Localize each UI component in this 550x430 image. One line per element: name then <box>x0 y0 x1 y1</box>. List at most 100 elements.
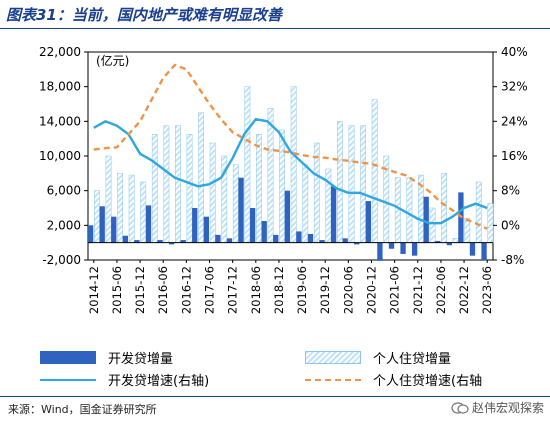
x-tick-label: 2022-06 <box>434 266 448 314</box>
bar-dev-loans <box>157 240 163 243</box>
legend-label-mortgage-growth: 个人住贷增速(右轴 <box>373 374 483 389</box>
bar-mortgage-loans <box>117 173 124 243</box>
bar-mortgage-loans <box>475 181 482 243</box>
legend: 开发贷增量 个人住贷增量 开发贷增速(右轴) 个人住贷增速(右轴 <box>0 338 550 394</box>
y-right-tick-label: 16% <box>501 149 528 163</box>
bar-dev-loans <box>411 242 418 256</box>
y-right-tick-label: 0% <box>501 218 520 232</box>
legend-item-mortgage-growth: 个人住贷增速(右轴 <box>305 370 482 389</box>
legend-item-dev-growth: 开发贷增速(右轴) <box>40 370 209 389</box>
bar-mortgage-loans <box>198 112 205 243</box>
x-tick-label: 2018-12 <box>272 266 286 314</box>
bar-dev-loans <box>296 231 302 243</box>
y-right-tick-label: -8% <box>501 253 524 267</box>
bar-dev-loans <box>145 205 152 243</box>
bar-dev-loans <box>354 242 360 245</box>
bar-dev-loans <box>111 216 117 243</box>
legend-item-dev-loans: 开发贷增量 <box>40 348 173 367</box>
x-tick-label: 2020-12 <box>365 266 379 314</box>
bar-dev-loans <box>261 221 267 243</box>
bar-mortgage-loans <box>151 134 158 243</box>
bar-dev-loans <box>365 201 371 243</box>
bar-mortgage-loans <box>429 207 436 243</box>
bar-mortgage-loans <box>140 181 147 243</box>
legend-swatch-mortgage-loans <box>305 351 361 364</box>
legend-label-dev-growth: 开发贷增速(右轴) <box>108 374 210 389</box>
x-tick-label: 2015-06 <box>110 266 124 314</box>
bar-dev-loans <box>307 234 314 243</box>
wechat-icon <box>451 401 469 414</box>
bar-dev-loans <box>284 190 290 243</box>
axes-layer: -2,000 2,000 6,000 10,000 14,000 18,000 22,000… <box>39 45 528 314</box>
bar-dev-loans <box>87 225 94 243</box>
title-rule <box>0 28 550 29</box>
y-left-tick-label: 18,000 <box>39 80 81 94</box>
bar-dev-loans <box>469 242 476 256</box>
x-tick-label: 2016-06 <box>156 266 170 314</box>
bar-dev-loans <box>122 235 128 243</box>
y-right-tick-label: 32% <box>501 80 528 94</box>
bar-mortgage-loans <box>267 108 274 243</box>
bar-mortgage-loans <box>464 218 471 243</box>
footer-rule <box>0 396 550 397</box>
bar-mortgage-loans <box>94 190 100 243</box>
y-right-tick-label: 40% <box>501 45 528 59</box>
bar-mortgage-loans <box>348 125 355 243</box>
x-tick-label: 2021-06 <box>388 266 402 314</box>
bar-dev-loans <box>226 238 233 243</box>
bar-dev-loans <box>330 186 337 243</box>
bar-mortgage-loans <box>487 203 494 243</box>
bar-dev-loans <box>319 240 325 243</box>
bar-dev-loans <box>203 216 209 243</box>
bar-dev-loans <box>273 234 279 243</box>
y-left-tick-label: 22,000 <box>39 45 81 59</box>
chart-title: 图表31：当前，国内地产或难有明显改善 <box>6 6 282 24</box>
legend-swatch-dev-growth <box>40 378 96 381</box>
bar-series-layer <box>87 86 494 261</box>
bar-mortgage-loans <box>163 125 170 243</box>
bar-mortgage-loans <box>232 164 239 243</box>
legend-label-mortgage-loans: 个人住贷增量 <box>373 352 452 367</box>
x-tick-label: 2018-06 <box>249 266 263 314</box>
bar-mortgage-loans <box>371 99 378 243</box>
bar-dev-loans <box>446 242 452 246</box>
x-tick-label: 2015-12 <box>133 266 147 314</box>
bar-dev-loans <box>388 242 395 249</box>
bar-mortgage-loans <box>394 177 401 243</box>
x-tick-label: 2023-06 <box>480 266 494 314</box>
bar-mortgage-loans <box>452 238 459 243</box>
legend-label-dev-loans: 开发贷增量 <box>108 352 174 367</box>
bar-dev-loans <box>215 234 221 243</box>
bar-mortgage-loans <box>105 155 112 243</box>
bar-mortgage-loans <box>209 142 216 243</box>
y-left-tick-label: 6,000 <box>47 184 81 198</box>
bar-mortgage-loans <box>256 134 262 243</box>
bar-mortgage-loans <box>302 164 309 243</box>
line-series-layer <box>93 63 488 230</box>
y-left-tick-label: 2,000 <box>47 218 81 232</box>
bar-dev-loans <box>192 208 198 243</box>
x-tick-label: 2022-12 <box>457 266 471 314</box>
bar-dev-loans <box>99 206 105 243</box>
watermark-text: 赵伟宏观探索 <box>471 401 544 415</box>
x-tick-label: 2017-06 <box>203 266 217 314</box>
bar-mortgage-loans <box>175 125 181 243</box>
watermark: 赵伟宏观探索 <box>451 399 544 416</box>
source-note: 来源：Wind，国金证券研究所 <box>8 403 157 416</box>
legend-swatch-mortgage-growth <box>305 378 361 381</box>
y-left-tick-label: 14,000 <box>39 114 81 128</box>
legend-item-mortgage-loans: 个人住贷增量 <box>305 348 451 367</box>
x-tick-label: 2014-12 <box>87 266 101 314</box>
y-right-tick-label: 8% <box>501 184 520 198</box>
bar-dev-loans <box>238 177 244 243</box>
y-right-tick-label: 24% <box>501 114 528 128</box>
legend-swatch-dev-loans <box>40 351 96 364</box>
bar-mortgage-loans <box>186 134 193 243</box>
bar-dev-loans <box>134 240 140 243</box>
y-left-tick-label: -2,000 <box>42 253 81 267</box>
bar-mortgage-loans <box>128 174 135 243</box>
line-dev-growth <box>93 117 488 225</box>
y-left-tick-label: 10,000 <box>39 149 81 163</box>
x-tick-label: 2019-06 <box>295 266 309 314</box>
bar-dev-loans <box>249 208 256 243</box>
